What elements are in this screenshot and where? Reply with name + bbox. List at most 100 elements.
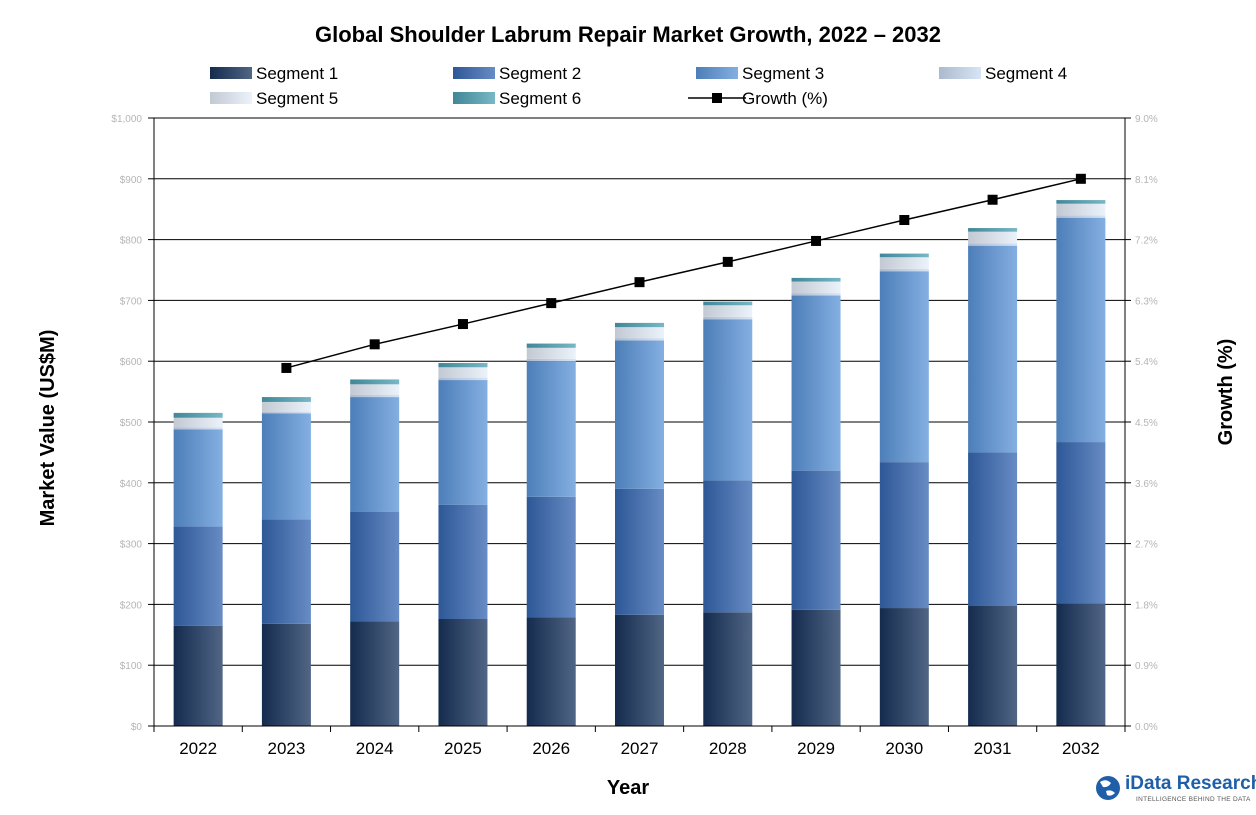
bar-segment	[1056, 217, 1106, 443]
bar-segment	[1056, 442, 1106, 604]
bar-segment	[526, 496, 576, 618]
legend: Segment 1 Segment 2 Segment 3 Segment 4 Segm…	[210, 64, 1067, 108]
y2-tick-label: 5.4%	[1135, 357, 1158, 368]
bar-segment	[350, 511, 400, 622]
legend-swatch	[210, 67, 252, 79]
bar-segment	[173, 417, 223, 428]
globe-icon	[1096, 776, 1120, 800]
axes: $0 $100 $200 $300 $400 $500 $600 $700 $800 $900 $1…	[111, 114, 1157, 758]
bar-segment	[615, 322, 664, 328]
growth-marker	[634, 277, 645, 288]
brand-tagline: INTELLIGENCE BEHIND THE DATA	[1136, 796, 1251, 803]
legend-swatch	[453, 92, 495, 104]
y-axis-title: Market Value (US$M)	[37, 330, 59, 527]
y-tick-label: $200	[120, 600, 143, 611]
bar-segment	[1056, 603, 1106, 726]
y-tick-label: $400	[120, 479, 143, 490]
brand-logo: iData Research INTELLIGENCE BEHIND THE D…	[1096, 773, 1256, 803]
bar-segment	[879, 271, 929, 463]
legend-marker	[712, 93, 722, 103]
bar-segment	[615, 338, 664, 341]
bar-segment	[438, 380, 488, 505]
chart-title: Global Shoulder Labrum Repair Market Gro…	[315, 22, 941, 47]
legend-swatch	[696, 67, 738, 79]
x-tick-label: 2030	[885, 739, 923, 758]
bar-segment	[173, 412, 223, 418]
bar-segment	[350, 621, 400, 726]
x-tick-label: 2027	[621, 739, 659, 758]
bar-segment	[703, 316, 753, 320]
bar-segment	[968, 605, 1018, 726]
growth-marker	[899, 215, 910, 226]
y-tick-label: $0	[131, 722, 143, 733]
x-tick-label: 2025	[444, 739, 482, 758]
y-tick-label: $300	[120, 540, 143, 551]
y2-tick-label: 6.3%	[1135, 296, 1158, 307]
bar-segment	[438, 618, 488, 726]
legend-item: Segment 2	[453, 64, 581, 83]
bar-segment	[261, 519, 311, 624]
x-tick-label: 2028	[709, 739, 747, 758]
growth-marker	[546, 298, 557, 309]
y2-tick-label: 8.1%	[1135, 175, 1158, 186]
bar-segment	[615, 327, 664, 339]
bar-segment	[1056, 200, 1106, 204]
growth-marker	[281, 362, 292, 373]
bar-segment	[173, 625, 223, 726]
bar-segment	[350, 397, 400, 512]
bar-segment	[615, 614, 664, 726]
bar-segment	[703, 305, 753, 317]
growth-line-path	[286, 178, 1082, 369]
bar-segment	[703, 612, 753, 726]
legend-item: Growth (%)	[688, 89, 828, 108]
globe-land-icon	[1100, 780, 1115, 796]
x-tick-label: 2026	[532, 739, 570, 758]
brand-name: iData Research	[1125, 773, 1256, 794]
bar-segment	[350, 379, 400, 385]
bar-segment	[968, 231, 1018, 244]
legend-swatch	[453, 67, 495, 79]
legend-item: Segment 1	[210, 64, 338, 83]
legend-label: Growth (%)	[742, 89, 828, 108]
bar-segment	[1056, 215, 1106, 218]
bar-segment	[791, 470, 841, 610]
bar-segment	[703, 301, 753, 306]
bar-segment	[438, 363, 488, 368]
legend-swatch	[939, 67, 981, 79]
growth-marker	[369, 339, 380, 350]
y2-tick-label: 2.7%	[1135, 540, 1158, 551]
bar-segment	[879, 253, 929, 258]
legend-item: Segment 5	[210, 89, 338, 108]
growth-marker	[1075, 173, 1086, 184]
y2-tick-label: 0.0%	[1135, 722, 1158, 733]
bar-segment	[350, 394, 400, 398]
legend-label: Segment 2	[499, 64, 581, 83]
growth-marker	[722, 256, 733, 267]
bars	[173, 200, 1106, 726]
legend-item: Segment 6	[453, 89, 581, 108]
bar-segment	[879, 462, 929, 609]
bar-segment	[526, 358, 576, 362]
y-tick-label: $800	[120, 236, 143, 247]
y-tick-label: $900	[120, 175, 143, 186]
legend-item: Segment 3	[696, 64, 824, 83]
bar-segment	[438, 367, 488, 378]
y2-tick-label: 3.6%	[1135, 479, 1158, 490]
bar-segment	[261, 413, 311, 520]
bar-segment	[968, 452, 1018, 606]
bar-segment	[1056, 203, 1106, 216]
bar-segment	[526, 617, 576, 726]
bar-segment	[350, 384, 400, 395]
legend-label: Segment 3	[742, 64, 824, 83]
bar-segment	[879, 257, 929, 269]
bar-segment	[261, 623, 311, 726]
bar-segment	[173, 526, 223, 626]
bar-segment	[791, 295, 841, 471]
bar-segment	[438, 504, 488, 619]
bar-segment	[791, 277, 841, 282]
x-tick-label: 2023	[267, 739, 305, 758]
bar-segment	[261, 411, 311, 414]
bar-segment	[968, 245, 1018, 453]
legend-label: Segment 5	[256, 89, 338, 108]
